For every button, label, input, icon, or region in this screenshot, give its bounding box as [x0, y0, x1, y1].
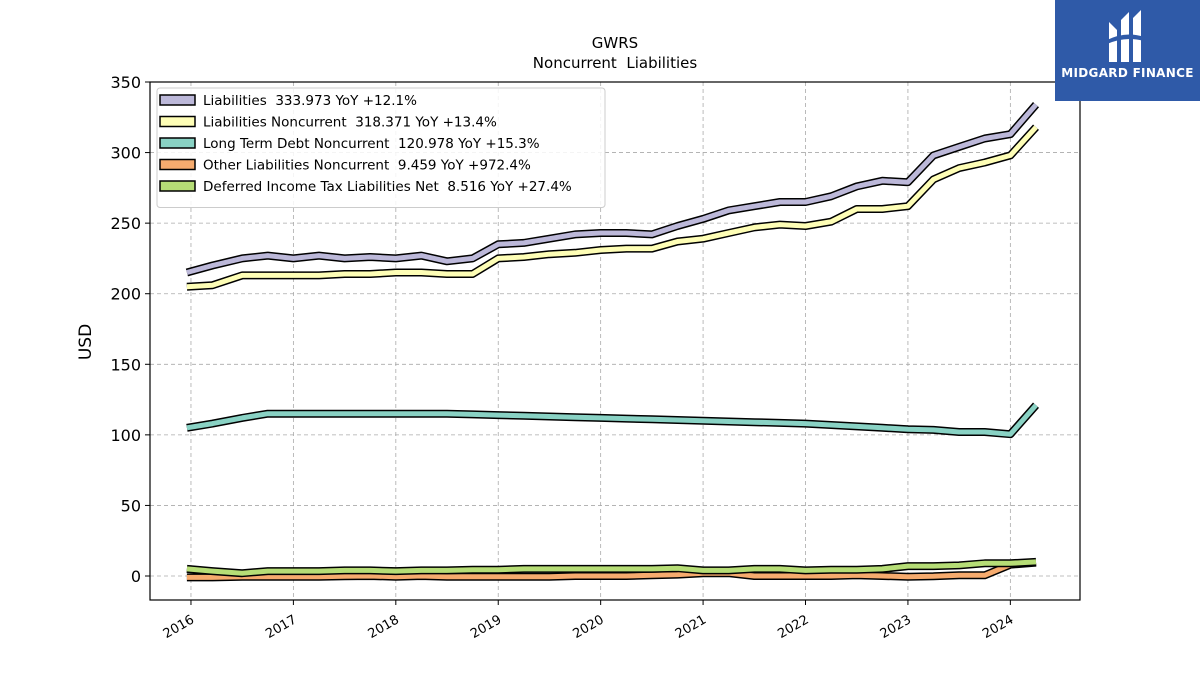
y-tick-label: 50: [121, 496, 141, 515]
series-line-long-term-debt-noncurrent: [186, 403, 1038, 437]
series-line-deferred-income-tax-liabilities-net: [186, 559, 1037, 576]
y-axis-label: USD: [76, 324, 96, 360]
y-tick-label: 150: [110, 355, 141, 374]
x-tick-label: 2022: [775, 612, 811, 642]
x-tick-label: 2018: [366, 612, 402, 642]
legend-swatch: [159, 115, 196, 128]
legend-label: Long Term Debt Noncurrent 120.978 YoY +1…: [203, 136, 540, 152]
series-line-other-liabilities-noncurrent: [186, 560, 1037, 580]
x-tick-label: 2023: [878, 612, 914, 642]
series-line-liabilities: [186, 102, 1038, 275]
brand-logo: MIDGARD FINANCE: [1055, 0, 1200, 101]
y-tick-label: 250: [110, 214, 141, 233]
logo-mark-icon: [1107, 10, 1147, 62]
series-lines: [185, 101, 1040, 582]
legend-box: [156, 87, 606, 208]
legend-swatch: [159, 137, 196, 149]
x-tick-label: 2024: [980, 612, 1016, 642]
y-tick-label: 350: [110, 73, 141, 92]
y-tick-label: 100: [110, 426, 141, 445]
legend-label: Deferred Income Tax Liabilities Net 8.51…: [203, 179, 572, 195]
legend-label: Other Liabilities Noncurrent 9.459 YoY +…: [203, 158, 531, 174]
brand-name: MIDGARD FINANCE: [1061, 66, 1194, 80]
y-tick-label: 0: [131, 567, 141, 586]
y-axis: 0 50 100 150 200 250 300 350: [110, 73, 150, 586]
legend-swatch: [159, 158, 196, 171]
legend-label: Liabilities 333.973 YoY +12.1%: [203, 93, 417, 109]
x-tick-label: 2020: [571, 612, 607, 642]
legend-label: Liabilities Noncurrent 318.371 YoY +13.4…: [203, 115, 497, 131]
y-tick-label: 200: [110, 285, 141, 304]
legend-swatch: [159, 180, 196, 192]
y-tick-label: 300: [110, 144, 141, 163]
x-tick-label: 2021: [673, 612, 709, 642]
x-tick-label: 2017: [263, 612, 299, 642]
chart-title: GWRS: [592, 34, 638, 52]
legend-swatch: [159, 94, 196, 106]
legend: Liabilities 333.973 YoY +12.1% Liabilitie…: [156, 87, 606, 208]
plot-frame: [149, 81, 1081, 601]
series-line-liabilities-noncurrent: [186, 125, 1038, 290]
x-tick-label: 2019: [468, 612, 504, 642]
x-tick-label: 2016: [161, 612, 197, 642]
chart-subtitle: Noncurrent Liabilities: [533, 54, 698, 72]
x-axis: 2016 2017 2018 2019 2020 2021 2022 2023 2024: [161, 600, 1016, 642]
